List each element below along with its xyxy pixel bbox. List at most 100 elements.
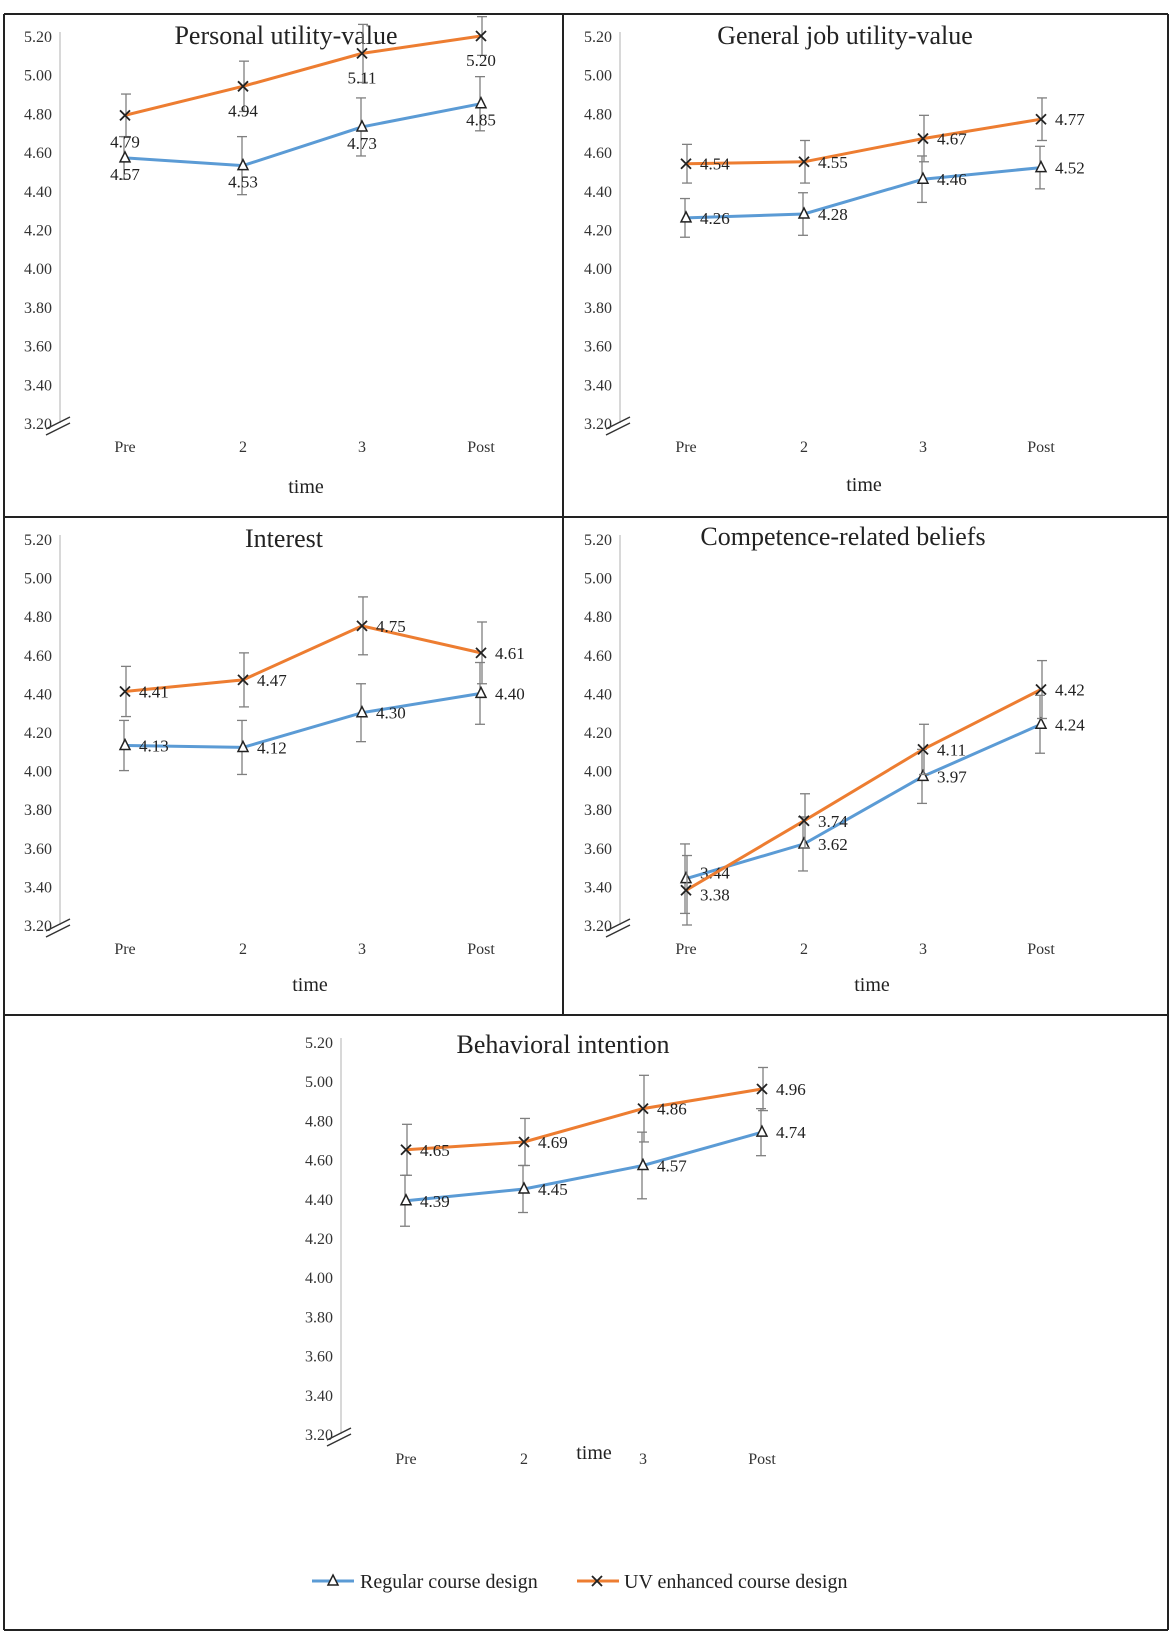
x-tick-label: 3 [919, 941, 927, 958]
data-label: 4.96 [776, 1080, 806, 1099]
x-tick-label: Pre [675, 941, 696, 958]
data-point-cross [917, 743, 929, 756]
data-point-triangle [236, 157, 250, 171]
data-label: 3.38 [700, 885, 730, 904]
y-tick-label: 4.40 [24, 184, 52, 201]
y-tick-label: 3.60 [584, 339, 612, 356]
axis-break-mark [605, 918, 631, 938]
data-point-cross [798, 156, 810, 168]
series-line-regular [124, 691, 482, 749]
data-point-triangle [1034, 159, 1048, 173]
x-tick-label: 2 [239, 439, 247, 456]
data-label: 4.73 [347, 134, 377, 153]
y-tick-label: 3.60 [584, 841, 612, 858]
series-line-regular [124, 102, 482, 168]
data-point-triangle [118, 150, 132, 163]
axis-break-mark [45, 416, 71, 436]
axis-break-mark [605, 416, 631, 436]
data-point-triangle [355, 119, 369, 132]
data-point-cross [475, 30, 487, 42]
data-label: 4.24 [1055, 715, 1085, 734]
series-line-enhanced [685, 117, 1042, 166]
series-regular: 4.13 4.12 4.30 4.40 [118, 661, 525, 776]
data-label: 4.47 [257, 671, 287, 690]
data-label: 4.52 [1055, 159, 1085, 178]
x-tick-label: 3 [358, 941, 366, 958]
x-tick-label: Pre [114, 941, 135, 958]
data-point-triangle [355, 705, 369, 718]
data-point-cross [119, 685, 131, 698]
data-point-triangle [474, 685, 488, 699]
data-label: 4.57 [110, 165, 140, 184]
data-point-triangle [399, 1193, 413, 1206]
data-label: 4.12 [257, 738, 287, 757]
x-axis-title: time [846, 474, 882, 496]
x-axis-title: time [576, 1442, 612, 1464]
y-tick-label: 3.20 [24, 918, 52, 935]
data-point-cross [400, 1144, 412, 1156]
y-tick-label: 3.80 [305, 1309, 333, 1326]
y-tick-label: 4.40 [24, 686, 52, 703]
data-label: 4.65 [420, 1141, 450, 1160]
y-tick-label: 4.60 [24, 648, 52, 665]
chart-3: 3.20 3.40 3.60 3.80 4.00 4.20 4.40 4.60 4.80 5.00… [584, 522, 1085, 996]
data-point-cross [475, 647, 487, 659]
y-tick-label: 5.00 [584, 68, 612, 85]
data-label: 4.75 [376, 617, 406, 636]
y-tick-label: 5.00 [584, 571, 612, 588]
data-point-triangle [797, 206, 811, 219]
y-tick-label: 4.60 [584, 145, 612, 162]
data-point-triangle [916, 171, 930, 184]
y-tick-label: 4.20 [584, 725, 612, 742]
data-point-cross [1035, 113, 1047, 125]
data-point-triangle [679, 871, 693, 884]
data-point-cross [237, 80, 249, 92]
x-tick-label: 2 [800, 941, 808, 958]
y-tick-label: 3.60 [305, 1349, 333, 1366]
data-point-cross [237, 674, 249, 686]
data-label: 4.57 [657, 1156, 687, 1175]
data-point-cross [756, 1083, 768, 1095]
y-tick-label: 4.80 [24, 106, 52, 123]
y-tick-label: 4.20 [24, 223, 52, 240]
data-label: 4.67 [937, 130, 967, 149]
data-label: 4.11 [937, 740, 966, 759]
data-point-cross [1035, 683, 1047, 696]
data-point-cross [917, 132, 929, 145]
data-point-triangle [636, 1157, 650, 1171]
x-tick-label: Post [467, 439, 495, 456]
y-tick-label: 4.40 [305, 1192, 333, 1209]
x-tick-label: Post [1027, 941, 1055, 958]
chart-4: 3.20 3.40 3.60 3.80 4.00 4.20 4.40 4.60 4.80 5.00… [305, 1030, 806, 1468]
y-tick-label: 4.40 [584, 184, 612, 201]
y-tick-label: 3.60 [24, 841, 52, 858]
y-tick-label: 5.20 [305, 1035, 333, 1052]
y-tick-label: 4.40 [584, 686, 612, 703]
y-tick-label: 5.00 [24, 571, 52, 588]
series-line-enhanced [124, 34, 482, 117]
axis-break-mark [326, 1427, 352, 1447]
data-point-triangle [118, 737, 132, 751]
y-tick-label: 3.20 [584, 416, 612, 433]
data-label: 4.13 [139, 737, 169, 756]
chart-0: 3.20 3.40 3.60 3.80 4.00 4.20 4.40 4.60 4.80 5.00… [24, 15, 496, 498]
data-label: 4.28 [818, 205, 848, 224]
y-tick-label: 4.00 [584, 261, 612, 278]
x-tick-label: 3 [639, 1451, 647, 1468]
data-label: 4.74 [776, 1123, 806, 1142]
chart-title: Personal utility-value [174, 21, 397, 50]
y-tick-label: 5.00 [305, 1074, 333, 1091]
y-tick-label: 5.00 [24, 68, 52, 85]
panel-borders [3, 13, 1169, 1631]
data-label: 4.54 [700, 155, 730, 174]
series-regular: 4.39 4.45 4.57 4.74 [399, 1107, 806, 1227]
series-line-enhanced [685, 688, 1042, 892]
x-tick-label: Pre [395, 1451, 416, 1468]
series-enhanced: 4.65 4.69 4.86 4.96 [400, 1066, 806, 1176]
data-label: 4.85 [466, 111, 496, 130]
chart-title: Competence-related beliefs [700, 522, 985, 551]
charts: 3.20 3.40 3.60 3.80 4.00 4.20 4.40 4.60 4.80 5.00… [24, 15, 1085, 1468]
data-label: 4.77 [1055, 110, 1085, 129]
data-point-cross [680, 158, 692, 170]
